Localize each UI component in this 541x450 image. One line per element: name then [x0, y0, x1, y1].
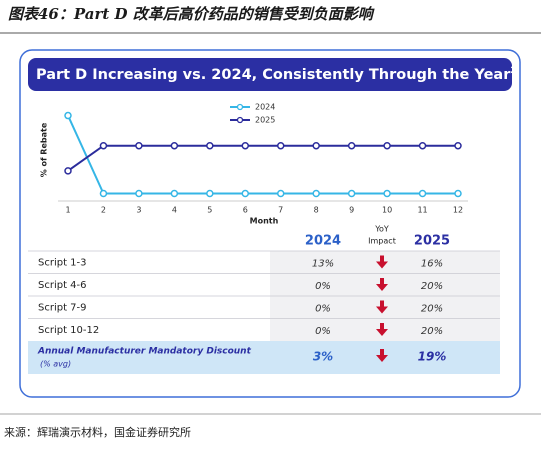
summary-cell: 19% [418, 350, 447, 364]
x-tick-label: 12 [453, 206, 463, 215]
cell: 20% [421, 281, 443, 292]
point [170, 189, 179, 198]
summary-sub: (% avg) [40, 360, 71, 369]
series-line [67, 144, 458, 172]
x-tick-label: 8 [314, 206, 319, 215]
point [170, 141, 179, 150]
point [383, 141, 391, 150]
point [99, 141, 108, 150]
legend-label: 2024 [255, 103, 275, 112]
point [276, 189, 285, 198]
point [418, 141, 427, 150]
point [206, 189, 214, 198]
point [347, 141, 356, 150]
cell: 0% [315, 304, 331, 315]
col-header: Impact [368, 237, 396, 246]
x-tick-label: 4 [172, 206, 177, 215]
x-tick-label: 9 [349, 206, 354, 215]
row-label: Script 1-3 [38, 258, 87, 269]
col-header: 2024 [305, 234, 341, 249]
x-tick-label: 11 [417, 206, 427, 215]
point [347, 189, 356, 198]
x-tick-label: 3 [136, 206, 141, 215]
legend-marker [236, 103, 244, 111]
row-label: Script 4-6 [38, 280, 87, 291]
source: 来源：辉瑞演示材料，国金证券研究所 [4, 425, 191, 439]
cell: 0% [315, 281, 331, 292]
page-title: 图表46：Part D 改革后高价药品的销售受到负面影响 [8, 5, 375, 23]
point [99, 189, 108, 198]
point [241, 141, 250, 150]
legend-marker [236, 116, 244, 124]
point [454, 141, 462, 150]
row-label: Script 10-12 [38, 325, 99, 336]
point [276, 141, 285, 150]
row-label: Script 7-9 [38, 303, 87, 314]
down-arrow [376, 255, 388, 269]
x-tick-label: 7 [278, 206, 283, 215]
cell: 13% [312, 259, 334, 270]
down-arrow [376, 300, 388, 314]
point [64, 167, 72, 175]
legend-label: 2025 [255, 116, 275, 125]
y-axis-label: % of Rebate [40, 122, 49, 177]
x-tick-label: 10 [382, 206, 392, 215]
summary-shade [28, 341, 500, 374]
table: 2024 YoY Impact 2025 Script 1-3 13% 16% Script … [28, 225, 500, 374]
down-arrow [376, 349, 388, 362]
cell: 0% [315, 326, 331, 337]
point [312, 189, 320, 198]
chart-title: Part D Increasing vs. 2024, Consistently… [36, 66, 517, 84]
summary-cell: 3% [313, 350, 333, 364]
summary-label: Annual Manufacturer Mandatory Discount [37, 347, 252, 357]
x-axis-label: Month [250, 217, 279, 226]
col-header: 2025 [414, 234, 450, 249]
x-tick-label: 6 [243, 206, 248, 215]
x-tick-label: 1 [65, 206, 70, 215]
chart-header [28, 58, 512, 91]
cell: 20% [421, 326, 443, 337]
col-header: YoY [374, 225, 389, 234]
point [383, 189, 391, 198]
point [64, 111, 72, 120]
down-arrow [376, 323, 388, 336]
point [206, 141, 214, 150]
x-tick-label: 2 [101, 206, 106, 215]
point [135, 141, 143, 150]
x-tick-label: 5 [207, 206, 212, 215]
point [241, 189, 250, 198]
point [312, 141, 320, 150]
point [418, 189, 427, 198]
point [454, 189, 462, 198]
cell: 16% [421, 259, 443, 270]
series-line [67, 115, 458, 195]
down-arrow [376, 278, 388, 291]
point [135, 189, 143, 198]
cell: 20% [421, 304, 443, 315]
